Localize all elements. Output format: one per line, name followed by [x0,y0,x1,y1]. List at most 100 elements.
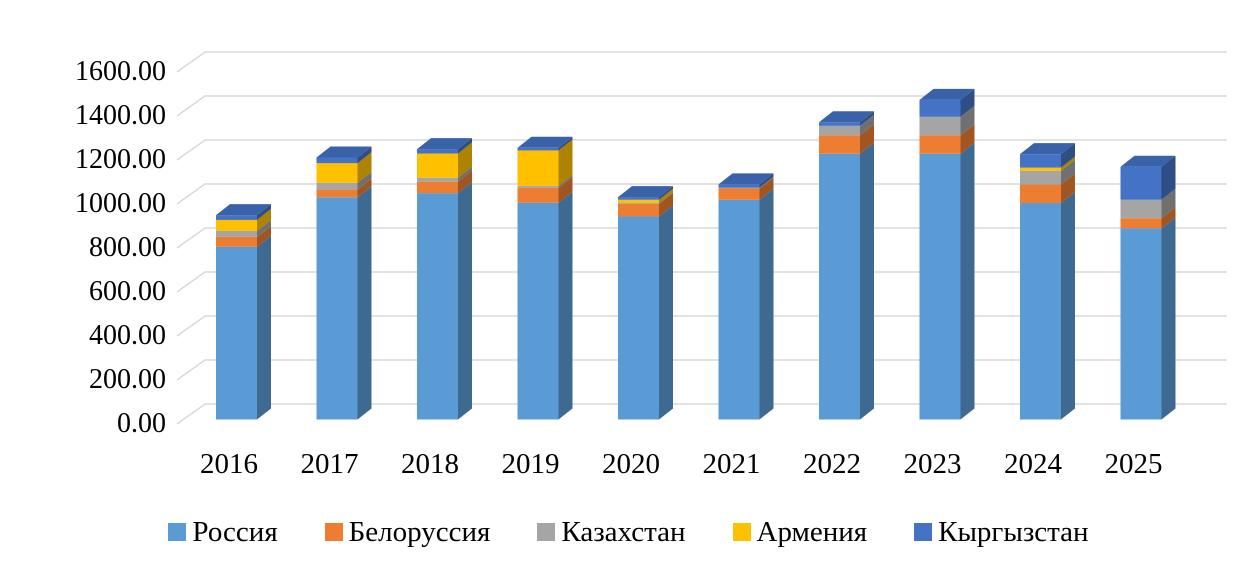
bar-segment [819,122,860,126]
bar-segment-side [558,191,573,420]
bar-segment [618,197,659,200]
bar-segment [819,153,860,420]
bar-segment [1020,154,1061,168]
bar-segment [1020,167,1061,171]
bar-segment-side [759,188,774,420]
legend-swatch-icon [537,523,556,541]
bar-segment-side [659,205,673,420]
bar-segment [1020,170,1061,185]
bar-segment [718,199,760,420]
bar-segment [618,203,659,217]
y-tick-label: 200.00 [89,364,166,395]
bar-segment [417,149,458,154]
legend: Россия Белоруссия Казахстан Армения Кыргызст… [0,509,1257,555]
bar-segment-side [558,174,573,188]
bar-segment-side [860,111,874,126]
bar-segment-side [1061,173,1075,204]
bar-segment-top [216,204,271,216]
category-label: 2018 [401,448,459,480]
bar-segment-top [517,136,573,148]
legend-swatch-icon [168,523,187,541]
bar-segment [216,215,257,220]
bar-segment-side [257,204,271,220]
bar-segment-side [960,105,975,136]
bar-segment [1120,228,1162,420]
bar-segment-side [659,192,673,204]
bar-segment [1120,166,1162,200]
bar-segment [517,202,559,420]
bar-segment-side [960,88,975,117]
bar-segment-side [1061,159,1075,185]
bar-segment [316,182,358,190]
bar-segment-side [458,138,472,154]
bar-segment-top [919,88,975,100]
bar-segment-side [960,142,975,420]
bar-segment-side [659,192,673,217]
bar-segment [417,181,458,194]
bar-segment-side [357,178,372,198]
bar-segment-side [1161,155,1176,200]
bar-segment [1120,218,1162,229]
bar-segment-side [1061,143,1075,168]
bar-segment-top [718,173,774,185]
y-tick-label: 0.00 [117,408,166,439]
bar-segment-side [458,182,472,420]
bar-segment [618,216,659,420]
bar-segment-side [860,142,874,420]
bar-segment [819,135,860,154]
bar-segment-side [458,166,472,182]
gridline [176,315,1227,337]
bar-segment [1120,199,1162,219]
gridline [176,403,1227,425]
bar-segment-side [458,170,472,194]
gridline [176,227,1227,249]
bar-segment-side [257,219,271,237]
gridline [176,139,1227,161]
bar-segment [919,116,961,136]
legend-label: Белоруссия [348,516,491,548]
y-tick-label: 1200.00 [75,144,166,175]
bar-segment [316,157,358,164]
bar-segment [517,147,559,151]
bar-segment-top [417,138,472,150]
bar-segment-side [357,152,372,183]
bar-segment [316,197,358,420]
legend-swatch-icon [324,523,343,541]
bar-segment [216,230,257,237]
bar-segment [517,187,559,203]
gridline [176,271,1227,293]
bar-segment-side [1161,217,1176,420]
legend-item: Армения [732,516,867,548]
bar-segment-side [659,186,673,200]
category-label: 2019 [501,448,560,480]
bar-segment [216,219,257,231]
bar-segment [417,193,458,420]
legend-item: Россия [168,516,278,548]
category-label: 2024 [1004,448,1062,480]
bar-segment [517,150,559,186]
y-tick-label: 1600.00 [75,56,166,87]
bar-segment-side [357,186,372,420]
category-label: 2022 [803,448,861,480]
bar-segment-side [960,124,975,154]
bar-segment-top [1020,143,1075,155]
y-tick-label: 800.00 [89,232,166,263]
bar-segment-side [659,188,673,204]
bar-segment-side [860,124,874,154]
bar-segment-side [558,176,573,203]
bar-segment-side [860,114,874,136]
legend-item: Белоруссия [324,516,491,548]
legend-label: Казахстан [561,516,686,548]
bar-segment-side [558,136,573,151]
bar-segment-side [759,177,774,200]
y-tick-label: 1400.00 [75,100,166,131]
bar-segment-top [1120,155,1176,167]
bar-segment [618,203,659,204]
bar-segment-top [618,186,673,198]
bar-segment [718,184,760,188]
category-label: 2021 [702,448,761,480]
y-tick-label: 400.00 [89,320,166,351]
bar-segment [1020,203,1061,420]
category-label: 2016 [200,448,258,480]
